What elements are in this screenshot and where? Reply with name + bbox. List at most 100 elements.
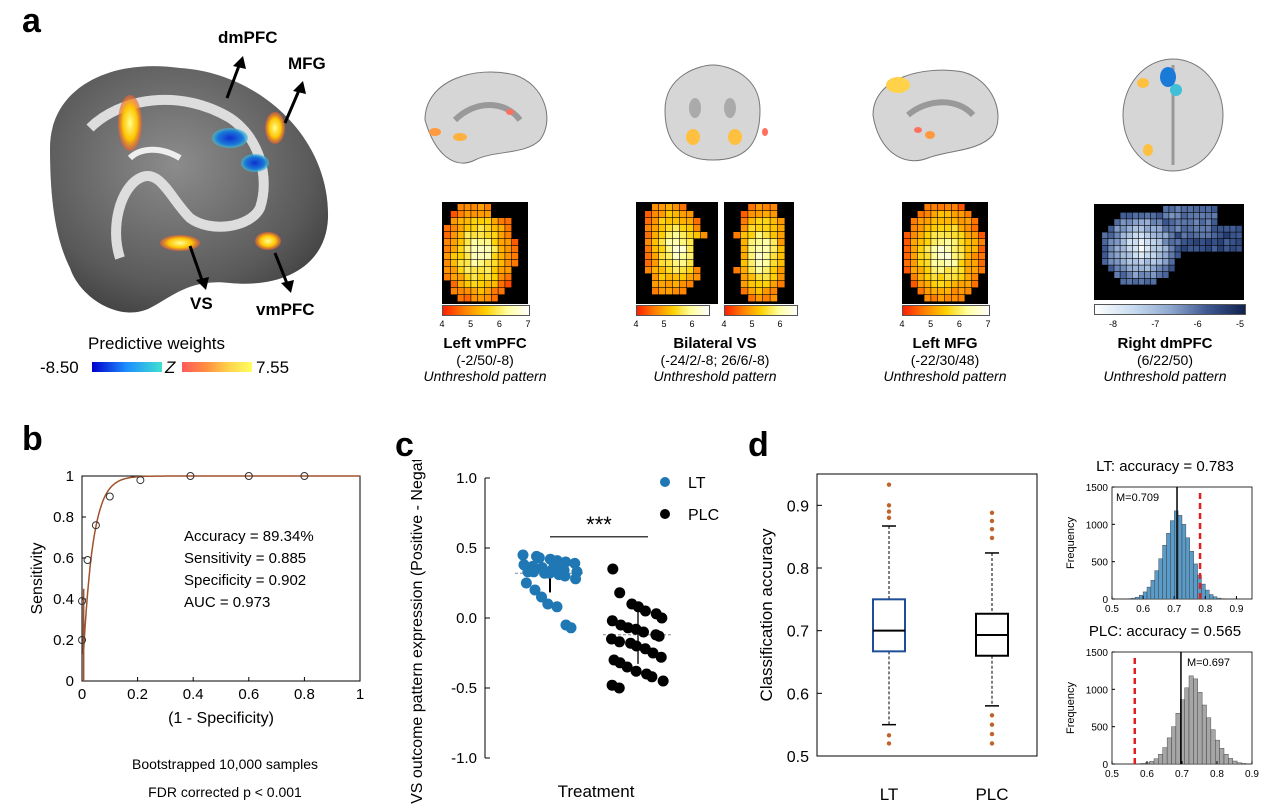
heatmap-cell	[484, 260, 491, 267]
heatmap-cell	[1205, 212, 1212, 219]
y-tick-label: 1000	[1086, 520, 1109, 531]
heatmap-cell	[478, 225, 485, 232]
data-point	[533, 552, 545, 564]
heatmap-cell	[763, 281, 770, 288]
heatmap-cell	[680, 232, 687, 239]
heatmap-cell	[464, 246, 471, 253]
colorbar-tick: 6	[689, 319, 694, 329]
stat-accuracy: Accuracy = 89.34%	[184, 528, 314, 545]
heatmap-cell	[763, 204, 770, 211]
heatmap-cell	[1236, 239, 1242, 245]
data-point	[630, 665, 642, 677]
heatmap-cell	[1181, 212, 1187, 219]
roc-point	[78, 636, 86, 644]
heatmap-cell	[1211, 212, 1218, 219]
heatmap-cell	[944, 211, 951, 218]
heatmap-cell	[1169, 258, 1175, 265]
heatmap-cell	[944, 295, 951, 302]
heatmap-cell	[484, 274, 491, 281]
colorbar-tick: -5	[1236, 319, 1244, 329]
heatmap-cell	[904, 253, 911, 260]
colorbar-tick: 4	[721, 319, 726, 329]
heatmap-cell	[1236, 232, 1242, 239]
x-tick-label: 0.9	[1245, 769, 1259, 780]
heatmap-cell	[1126, 272, 1132, 278]
heatmap-cell	[491, 232, 498, 239]
heatmap-cell	[673, 246, 680, 253]
data-point	[544, 567, 556, 579]
y-tick-label: 0	[66, 673, 74, 690]
heatmap-cell	[1187, 212, 1193, 219]
heatmap-cell	[733, 232, 741, 239]
heatmap-cell	[904, 267, 911, 274]
y-tick-label: 500	[1091, 558, 1108, 569]
heatmap-cell	[652, 225, 659, 232]
heatmap-cell	[1163, 252, 1169, 259]
heatmap-cell	[740, 260, 748, 267]
heatmap-cell	[659, 253, 666, 260]
heatmap-cell	[1150, 252, 1157, 259]
heatmap-cell	[512, 260, 519, 267]
histogram-bar	[1206, 717, 1212, 765]
heatmap-cell	[673, 253, 680, 260]
heatmap-cell	[666, 267, 673, 274]
heatmap-cell	[680, 246, 687, 253]
heatmap-cell	[755, 295, 763, 302]
heatmap-cell	[777, 274, 785, 281]
heatmap-cell	[931, 267, 938, 274]
heatmap-cell	[450, 211, 457, 218]
heatmap-cell	[755, 267, 763, 274]
heatmap-cell	[1193, 239, 1200, 245]
heatmap-cell	[457, 239, 464, 246]
heatmap-cell	[464, 225, 471, 232]
x-tick-label: 0.6	[238, 686, 259, 703]
heatmap-cell	[652, 281, 659, 288]
heatmap-cell	[505, 281, 512, 288]
heatmap-cell	[645, 260, 652, 267]
heatmap-cell	[673, 218, 680, 225]
heatmap-cell	[958, 225, 965, 232]
x-tick-label: 0.8	[1210, 769, 1224, 780]
heatmap-cell	[1175, 225, 1181, 232]
heatmap-cell	[1187, 239, 1193, 245]
heatmap-cell	[1218, 239, 1224, 245]
y-tick-label: 1500	[1086, 483, 1109, 494]
heatmap-cell	[1138, 258, 1145, 265]
heatmap-cell	[673, 260, 680, 267]
heatmap-cell	[1181, 239, 1187, 245]
heatmap-cell	[917, 232, 924, 239]
heatmap-cell	[965, 281, 972, 288]
stat-auc: AUC = 0.973	[184, 594, 271, 611]
heatmap-cell	[687, 260, 694, 267]
y-tick-label: 0.0	[456, 610, 477, 627]
heatmap-cell	[917, 246, 924, 253]
x-tick-label: 0.5	[1105, 769, 1119, 780]
heatmap-cell	[457, 225, 464, 232]
roc-point	[78, 597, 86, 606]
heatmap-cell	[958, 267, 965, 274]
heatmap-cell	[1205, 225, 1212, 232]
heatmap-cell	[512, 239, 519, 246]
heatmap-cell	[951, 260, 958, 267]
heatmap-cell	[917, 253, 924, 260]
heatmap-cell	[958, 246, 965, 253]
heatmap-cell	[972, 218, 979, 225]
roc-point	[136, 476, 145, 485]
heatmap-cell	[1218, 232, 1224, 239]
heatmap-cell	[666, 246, 673, 253]
heatmap-cell	[951, 253, 958, 260]
heatmap-cell	[1144, 239, 1151, 245]
label-mfg: MFG	[288, 54, 326, 73]
outlier-point	[989, 510, 995, 516]
heatmap-cell	[931, 232, 938, 239]
y-tick-label: 0	[1102, 595, 1108, 606]
heatmap-cell	[1120, 258, 1126, 265]
histogram-bar	[1154, 570, 1159, 600]
heatmap-cell	[1169, 232, 1175, 239]
histogram-bar	[1166, 533, 1171, 600]
heatmap-cell	[1199, 206, 1206, 212]
y-axis-label: Frequency	[1065, 682, 1077, 734]
heatmap-cell	[1199, 212, 1206, 219]
mean-annotation: M=0.697	[1187, 657, 1230, 669]
heatmap-cell	[444, 225, 451, 232]
